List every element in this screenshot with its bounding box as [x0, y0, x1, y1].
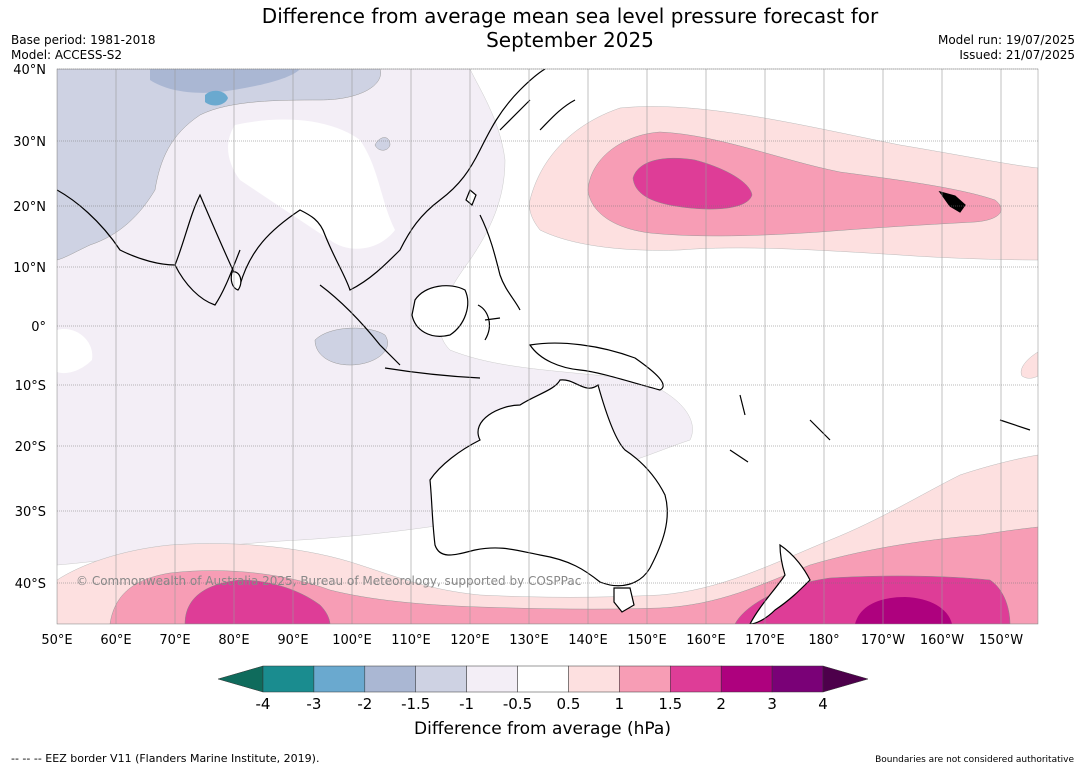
- java-coastline: [384, 367, 481, 379]
- lon-label-150w: 150°W: [979, 633, 1023, 648]
- negative-anomaly-tasman: [314, 327, 388, 366]
- lat-label-20s: 20°S: [15, 440, 46, 455]
- lat-label-40s: 40°S: [15, 577, 46, 592]
- lon-label-160w: 160°W: [920, 633, 964, 648]
- lon-label-170w: 170°W: [861, 633, 905, 648]
- colorbar: -4 -3 -2 -1.5 -1 -0.5 0.5 1 1.5 2 3 4: [217, 665, 869, 713]
- base-period-text: Base period: 1981-2018: [11, 33, 156, 47]
- copyright-notice: © Commonwealth of Australia 2025, Bureau…: [76, 574, 582, 588]
- lon-label-120e: 120°E: [450, 633, 490, 648]
- lon-label-60e: 60°E: [100, 633, 131, 648]
- colorbar-segment: [670, 665, 722, 693]
- lon-label-170e: 170°E: [745, 633, 785, 648]
- colorbar-tick-label: -1.5: [401, 695, 430, 713]
- lat-label-30n: 30°N: [13, 135, 46, 150]
- lat-label-10n: 10°N: [13, 261, 46, 276]
- map-title: Difference from average mean sea level p…: [200, 4, 940, 52]
- colorbar-segment: [568, 665, 620, 693]
- lon-label-150e: 150°E: [627, 633, 667, 648]
- sulawesi-coastline: [477, 304, 501, 341]
- colorbar-label: Difference from average (hPa): [414, 719, 671, 739]
- colorbar-tick-label: 1: [615, 695, 625, 713]
- colorbar-segment: [720, 665, 773, 693]
- colorbar-tick-label: -4: [256, 695, 271, 713]
- philippines-coastline: [479, 214, 521, 311]
- sumatra-coastline: [319, 284, 401, 366]
- colorbar-tick-label: 1.5: [658, 695, 682, 713]
- positive-anomaly-north-pacific-15: [632, 157, 753, 210]
- colorbar-tick-label: 0.5: [557, 695, 581, 713]
- strong-negative-anomaly: [205, 90, 228, 106]
- colorbar-tick-label: -0.5: [503, 695, 532, 713]
- issued-text: Issued: 21/07/2025: [959, 48, 1075, 62]
- colorbar-tick-label: -3: [306, 695, 321, 713]
- positive-anomaly-south-15: [184, 575, 1011, 624]
- colorbar-segment: [364, 665, 416, 693]
- colorbar-tick-label: 4: [818, 695, 828, 713]
- india-coastline: [174, 249, 241, 306]
- colorbar-segment: [262, 665, 315, 693]
- colorbar-segment: [466, 665, 518, 693]
- lon-label-100e: 100°E: [332, 633, 372, 648]
- positive-anomaly-east-edge: [1020, 351, 1038, 379]
- meta-left: Base period: 1981-2018 Model: ACCESS-S2: [11, 33, 156, 63]
- colorbar-segments: [217, 665, 869, 693]
- colorbar-tick-label: 3: [767, 695, 777, 713]
- colorbar-segment: [619, 665, 671, 693]
- title-line-2: September 2025: [486, 28, 654, 52]
- colorbar-tick-label: 2: [716, 695, 726, 713]
- neutral-region-north: [228, 119, 395, 249]
- boundaries-disclaimer: Boundaries are not considered authoritat…: [875, 755, 1074, 765]
- colorbar-tick-labels: -4 -3 -2 -1.5 -1 -0.5 0.5 1 1.5 2 3 4: [256, 695, 828, 713]
- lat-label-20n: 20°N: [13, 200, 46, 215]
- lat-label-30s: 30°S: [15, 505, 46, 520]
- latitude-labels: 40°N 30°N 20°N 10°N 0° 10°S 20°S 30°S 40…: [13, 63, 46, 592]
- longitude-labels: 50°E 60°E 70°E 80°E 90°E 100°E 110°E 120…: [41, 633, 1023, 648]
- model-text: Model: ACCESS-S2: [11, 48, 123, 62]
- lon-label-50e: 50°E: [41, 633, 72, 648]
- lon-label-70e: 70°E: [159, 633, 190, 648]
- colorbar-segment: [313, 665, 366, 693]
- colorbar-over-arrow: [822, 665, 869, 693]
- sri-lanka-coastline: [230, 271, 242, 291]
- meta-right: Model run: 19/07/2025 Issued: 21/07/2025: [938, 33, 1075, 63]
- eez-border-note: -- -- -- EEZ border V11 (Flanders Marine…: [11, 752, 320, 765]
- positive-anomaly-south-2: [855, 597, 952, 624]
- vanuatu-fiji-coastline: [729, 394, 1031, 463]
- lon-label-140e: 140°E: [568, 633, 608, 648]
- colorbar-segment: [415, 665, 467, 693]
- borneo-coastline: [411, 285, 469, 337]
- australia-coastline: [429, 379, 668, 587]
- neutral-region-west: [57, 329, 93, 374]
- coastlines: [57, 69, 1031, 624]
- model-run-text: Model run: 19/07/2025: [937, 33, 1075, 47]
- taiwan-coastline: [465, 189, 477, 206]
- korea-japan-coastline: [499, 99, 576, 131]
- colorbar-segment: [517, 665, 569, 693]
- lon-label-90e: 90°E: [277, 633, 308, 648]
- lat-label-10s: 10°S: [15, 379, 46, 394]
- colorbar-tick-label: -1: [459, 695, 474, 713]
- title-line-1: Difference from average mean sea level p…: [261, 4, 879, 28]
- meridians: [115, 69, 1002, 624]
- lon-label-110e: 110°E: [391, 633, 431, 648]
- lon-label-80e: 80°E: [218, 633, 249, 648]
- colorbar-tick-label: -2: [357, 695, 372, 713]
- map-frame: [56, 68, 1039, 625]
- tasmania-coastline: [613, 587, 635, 613]
- lon-label-160e: 160°E: [686, 633, 726, 648]
- lat-label-eq: 0°: [31, 320, 46, 335]
- lon-label-130e: 130°E: [509, 633, 549, 648]
- new-guinea-coastline: [528, 342, 664, 391]
- negative-anomaly-china: [374, 137, 391, 151]
- colorbar-under-arrow: [217, 665, 264, 693]
- negative-anomaly-tibet: [150, 69, 300, 93]
- colorbar-segment: [771, 665, 824, 693]
- hawaii-coastline: [938, 190, 966, 213]
- lon-label-180: 180°: [808, 633, 839, 648]
- negative-anomaly-northwest: [57, 69, 381, 261]
- positive-anomaly-north-pacific-1: [587, 131, 1002, 237]
- lat-label-40n: 40°N: [13, 63, 46, 78]
